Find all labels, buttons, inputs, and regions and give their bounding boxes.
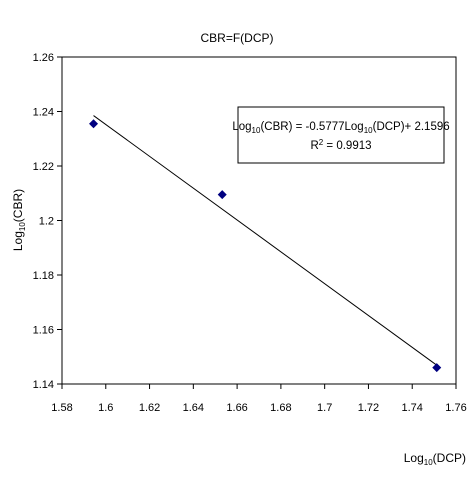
data-point — [89, 119, 99, 129]
x-tick-label: 1.72 — [358, 402, 379, 414]
y-tick-label: 1.16 — [33, 325, 54, 337]
y-tick-label: 1.2 — [39, 216, 54, 228]
regression-equation: Log10(CBR) = -0.5777Log10(DCP)+ 2.1596 — [232, 121, 449, 135]
chart-title: CBR=F(DCP) — [200, 31, 273, 45]
y-axis: 1.14 1.16 1.18 1.2 1.22 1.24 1.26 — [33, 52, 62, 391]
equation-box-border — [237, 106, 445, 164]
x-tick-label: 1.74 — [402, 402, 423, 414]
x-tick-label: 1.68 — [270, 402, 291, 414]
r-squared: R2 = 0.9913 — [310, 138, 371, 152]
x-tick-label: 1.76 — [445, 402, 466, 414]
y-tick-label: 1.24 — [33, 107, 54, 119]
y-tick-label: 1.18 — [33, 270, 54, 282]
data-point — [217, 190, 227, 200]
y-tick-label: 1.26 — [33, 52, 54, 64]
x-axis-title: Log10(DCP) — [404, 451, 466, 467]
y-tick-label: 1.14 — [33, 379, 54, 391]
plot-area — [61, 56, 457, 385]
y-tick-label: 1.22 — [33, 161, 54, 173]
x-axis: 1.58 1.6 1.62 1.64 1.66 1.68 1.7 1.72 1.74 1.76 — [51, 384, 467, 414]
x-tick-label: 1.66 — [226, 402, 247, 414]
equation-box: Log10(CBR) = -0.5777Log10(DCP)+ 2.1596 R… — [232, 106, 450, 164]
x-tick-label: 1.7 — [317, 402, 332, 414]
trendline — [93, 115, 438, 366]
x-tick-label: 1.64 — [183, 402, 204, 414]
data-point — [432, 363, 442, 373]
x-tick-label: 1.62 — [139, 402, 160, 414]
y-axis-title: Log10(CBR) — [11, 189, 27, 251]
x-tick-label: 1.6 — [98, 402, 113, 414]
x-tick-label: 1.58 — [51, 402, 72, 414]
data-points — [89, 119, 442, 373]
